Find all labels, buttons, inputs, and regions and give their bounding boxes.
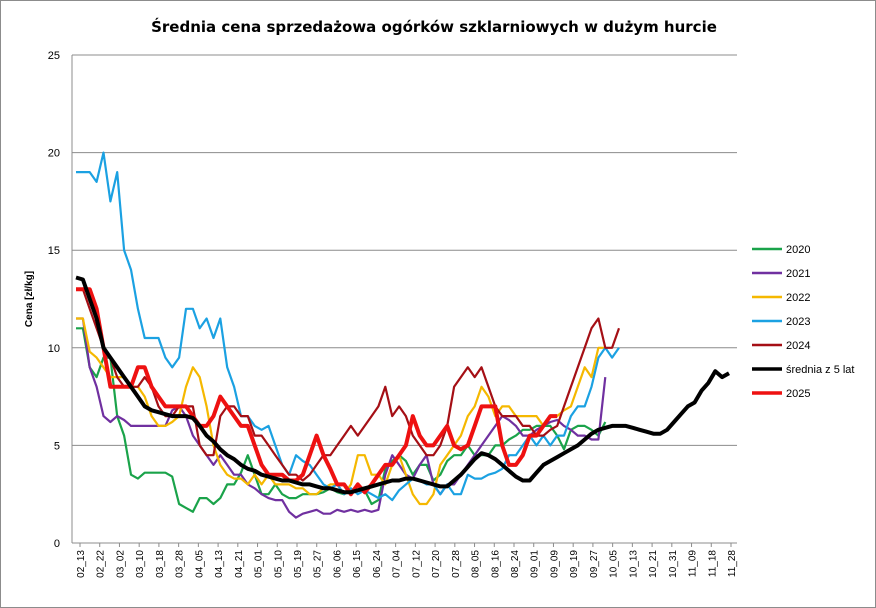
x-tick-label: 03_18 xyxy=(155,550,166,578)
x-tick-label: 06_06 xyxy=(332,550,343,578)
x-tick-label: 07_20 xyxy=(431,550,442,578)
x-tick-label: 06_24 xyxy=(372,550,383,578)
x-tick-label: 10_21 xyxy=(648,550,659,578)
x-tick-label: 05_27 xyxy=(313,550,324,578)
legend-label: 2022 xyxy=(786,292,810,304)
x-tick-label: 09_27 xyxy=(589,550,600,578)
x-tick-label: 11_18 xyxy=(707,550,718,578)
x-tick-label: 10_13 xyxy=(628,550,639,578)
series-line-7 xyxy=(76,287,558,497)
x-tick-label: 09_01 xyxy=(530,550,541,578)
x-tick-label: 02_13 xyxy=(76,550,87,578)
x-tick-label: 05_19 xyxy=(293,550,304,578)
y-tick-labels: 0 5 10 15 20 25 xyxy=(48,50,60,550)
legend: 2020 2021 2022 2023 2024 średnia z 5 lat 2025 xyxy=(752,244,854,400)
series-lines xyxy=(75,151,730,519)
legend-label: 2023 xyxy=(786,316,810,328)
y-tick-label: 25 xyxy=(48,50,60,62)
series-line-4 xyxy=(76,151,620,502)
x-tick-label: 03_02 xyxy=(115,550,126,578)
x-tick-label: 04_21 xyxy=(234,550,245,578)
y-axis-label: Cena [zł/kg] xyxy=(24,271,35,327)
x-tick-label: 09_19 xyxy=(569,550,580,578)
x-tick-label: 06_15 xyxy=(352,550,363,578)
series-line-5 xyxy=(76,288,621,482)
x-tick-label: 04_05 xyxy=(194,550,205,578)
y-tick-label: 0 xyxy=(54,538,60,550)
series-line-6 xyxy=(75,275,730,495)
x-tick-label: 08_05 xyxy=(471,550,482,578)
x-tick-label: 08_24 xyxy=(510,550,521,578)
x-tick-label: 02_22 xyxy=(96,550,107,578)
x-tick-label: 11_28 xyxy=(727,550,738,578)
legend-label: 2024 xyxy=(786,340,810,352)
chart-title: Średnia cena sprzedażowa ogórków szklarn… xyxy=(151,17,717,36)
legend-label: 2025 xyxy=(786,388,810,400)
y-tick-label: 15 xyxy=(48,245,60,257)
y-tick-label: 10 xyxy=(48,343,60,355)
x-tick-label: 10_31 xyxy=(668,550,679,578)
x-tick-label: 09_09 xyxy=(549,550,560,578)
legend-label: 2021 xyxy=(786,268,810,280)
x-tick-label: 08_16 xyxy=(490,550,501,578)
x-tick-label: 07_28 xyxy=(451,550,462,578)
x-tick-label: 07_12 xyxy=(411,550,422,578)
x-tick-label: 05_10 xyxy=(273,550,284,578)
y-tick-label: 20 xyxy=(48,148,60,160)
x-tick-label: 07_04 xyxy=(392,550,403,578)
x-tick-labels: 02_13 02_22 03_02 03_10 03_18 03_28 04_05 04_13… xyxy=(76,543,738,578)
gridlines xyxy=(71,54,737,544)
x-tick-label: 10_05 xyxy=(609,550,620,578)
x-tick-label: 11_09 xyxy=(688,550,699,578)
y-tick-label: 5 xyxy=(54,440,60,452)
x-tick-label: 05_01 xyxy=(254,550,265,578)
legend-label: 2020 xyxy=(786,244,810,256)
x-tick-label: 04_13 xyxy=(214,550,225,578)
x-tick-label: 03_10 xyxy=(135,550,146,578)
x-tick-label: 03_28 xyxy=(175,550,186,578)
legend-label: średnia z 5 lat xyxy=(786,364,854,376)
